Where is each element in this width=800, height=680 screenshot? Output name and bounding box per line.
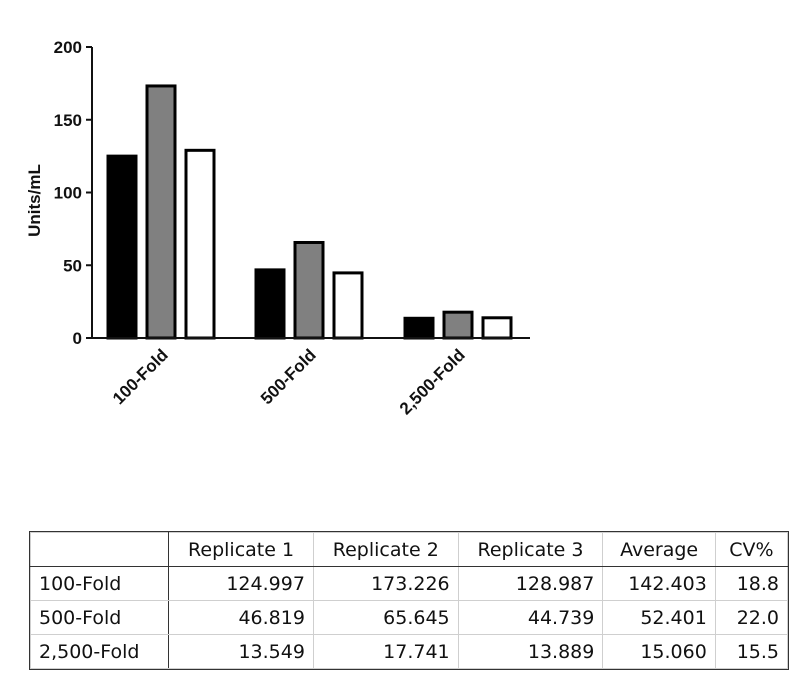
bar: [106, 154, 138, 340]
x-axis: 100-Fold 500-Fold 2,500-Fold: [92, 337, 530, 418]
table-cell: 17.741: [312, 634, 459, 669]
table-header-cell: Replicate 2: [312, 532, 459, 567]
y-tick-label: 100: [54, 184, 82, 203]
table-header-cell: CV%: [714, 532, 789, 567]
y-axis-title: Units/mL: [25, 164, 44, 237]
table-cell: 65.645: [312, 600, 459, 635]
table-row: 2,500-Fold 13.549 17.741 13.889 15.060 1…: [29, 634, 789, 669]
y-tick-label: 0: [73, 329, 82, 348]
bar: [481, 316, 513, 340]
bar: [184, 148, 216, 340]
table-cell: 124.997: [168, 566, 314, 601]
table-header-cell: Average: [602, 532, 716, 567]
x-tick-label: 2,500-Fold: [396, 345, 469, 418]
table-cell: 13.549: [168, 634, 314, 669]
table-row-label: 2,500-Fold: [29, 634, 170, 669]
x-tick-label: 500-Fold: [257, 345, 320, 408]
table-cell: 46.819: [168, 600, 314, 635]
table-cell: 128.987: [457, 566, 604, 601]
bar: [293, 240, 325, 340]
bar-chart: 0 50 100 150 200 Units/mL 100-Fold 500-Fold 2,…: [25, 38, 530, 418]
bar: [442, 310, 474, 340]
y-tick-label: 150: [54, 111, 82, 130]
x-tick-label: 100-Fold: [109, 345, 172, 408]
table-cell: 44.739: [457, 600, 604, 635]
y-tick-label: 50: [63, 256, 82, 275]
bars: [106, 84, 513, 340]
table-header-cell: [29, 532, 170, 567]
table-row-label: 100-Fold: [29, 566, 170, 601]
table-cell: 15.060: [602, 634, 716, 669]
table-row-label: 500-Fold: [29, 600, 170, 635]
table-header-cell: Replicate 3: [457, 532, 604, 567]
y-tick-label: 200: [54, 38, 82, 57]
bar: [403, 316, 435, 340]
table-cell: 142.403: [602, 566, 716, 601]
bar: [254, 268, 286, 340]
table-cell: 173.226: [312, 566, 459, 601]
table-cell: 13.889: [457, 634, 604, 669]
table-cell: 15.5: [714, 634, 789, 669]
table-header-row: Replicate 1 Replicate 2 Replicate 3 Aver…: [29, 532, 789, 567]
table-row: 100-Fold 124.997 173.226 128.987 142.403…: [29, 566, 789, 601]
bar: [332, 271, 364, 340]
data-table: Replicate 1 Replicate 2 Replicate 3 Aver…: [29, 531, 789, 670]
table-header-cell: Replicate 1: [168, 532, 314, 567]
table-cell: 22.0: [714, 600, 789, 635]
table-cell: 18.8: [714, 566, 789, 601]
table-cell: 52.401: [602, 600, 716, 635]
bar: [145, 84, 177, 340]
table-row: 500-Fold 46.819 65.645 44.739 52.401 22.…: [29, 600, 789, 635]
y-axis: 0 50 100 150 200: [54, 38, 93, 348]
